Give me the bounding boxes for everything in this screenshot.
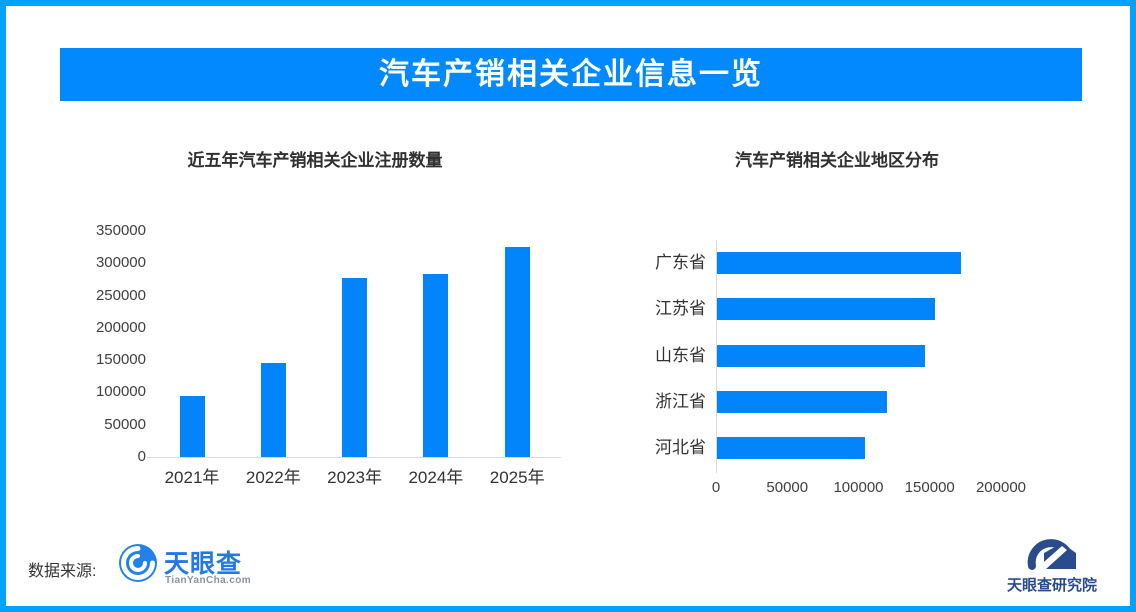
y-axis-tick-label: 0 (137, 448, 146, 465)
y-axis-tick-label: 150000 (95, 351, 146, 369)
registrations-chart-title: 近五年汽车产销相关企业注册数量 (187, 151, 443, 170)
bar-河北省 (717, 437, 866, 460)
region-label: 河北省 (655, 438, 706, 458)
x-axis-category-label: 2023年 (327, 468, 382, 487)
x-axis-line (147, 457, 561, 458)
tianyancha-logo-text: 天眼查 (164, 550, 243, 578)
y-axis-tick-label: 300000 (95, 254, 146, 272)
region-chart-plot: 广东省江苏省山东省浙江省河北省 0 50000 100000 150000 200000 (640, 235, 1120, 505)
bar-2025年 (504, 247, 530, 457)
y-axis-tick-label: 250000 (95, 286, 146, 304)
institute-logo-text: 天眼查研究院 (1006, 577, 1097, 594)
x-axis-category-label: 2024年 (408, 468, 464, 487)
y-axis-tick-label: 200000 (95, 318, 146, 336)
x-axis-tick-label: 0 (711, 479, 721, 496)
bar-浙江省 (717, 390, 887, 413)
x-axis-tick-label: 100000 (833, 479, 884, 496)
y-axis-line (716, 240, 717, 473)
region-label: 浙江省 (655, 391, 706, 411)
x-axis-tick-label: 50000 (766, 479, 809, 496)
bar-2021年 (179, 395, 205, 457)
institute-logo: 天眼查研究院 (990, 533, 1114, 595)
region-label: 山东省 (655, 345, 706, 365)
bar-广东省 (717, 252, 961, 274)
x-axis-category-label: 2021年 (164, 468, 220, 487)
x-axis-tick-label: 200000 (975, 479, 1027, 496)
bar-2024年 (423, 273, 449, 457)
region-label: 广东省 (655, 253, 706, 272)
tianyancha-eye-icon (119, 544, 157, 582)
bar-2022年 (260, 362, 286, 457)
x-axis-category-label: 2022年 (245, 468, 301, 487)
x-axis-category-label: 2025年 (489, 468, 545, 487)
institute-arc-house-icon (1027, 539, 1076, 570)
region-chart-title: 汽车产销相关企业地区分布 (735, 151, 939, 170)
header-banner: 汽车产销相关企业信息一览 (60, 48, 1082, 101)
tianyancha-logo-domain: TianYanCha.com (165, 575, 251, 586)
y-axis-tick-label: 50000 (104, 415, 146, 433)
y-axis-tick-label: 350000 (95, 222, 146, 239)
bar-山东省 (717, 344, 926, 367)
y-axis-tick-label: 100000 (95, 383, 146, 401)
x-axis-tick-label: 150000 (904, 479, 955, 496)
region-label: 江苏省 (655, 299, 706, 319)
bar-2023年 (342, 278, 368, 457)
bar-江苏省 (717, 298, 936, 321)
registrations-chart-plot: 0 50000 100000 150000 200000 250000 300000 3500… (90, 222, 590, 500)
page-title: 汽车产销相关企业信息一览 (379, 58, 763, 91)
data-source-label: 数据来源: (28, 563, 97, 580)
